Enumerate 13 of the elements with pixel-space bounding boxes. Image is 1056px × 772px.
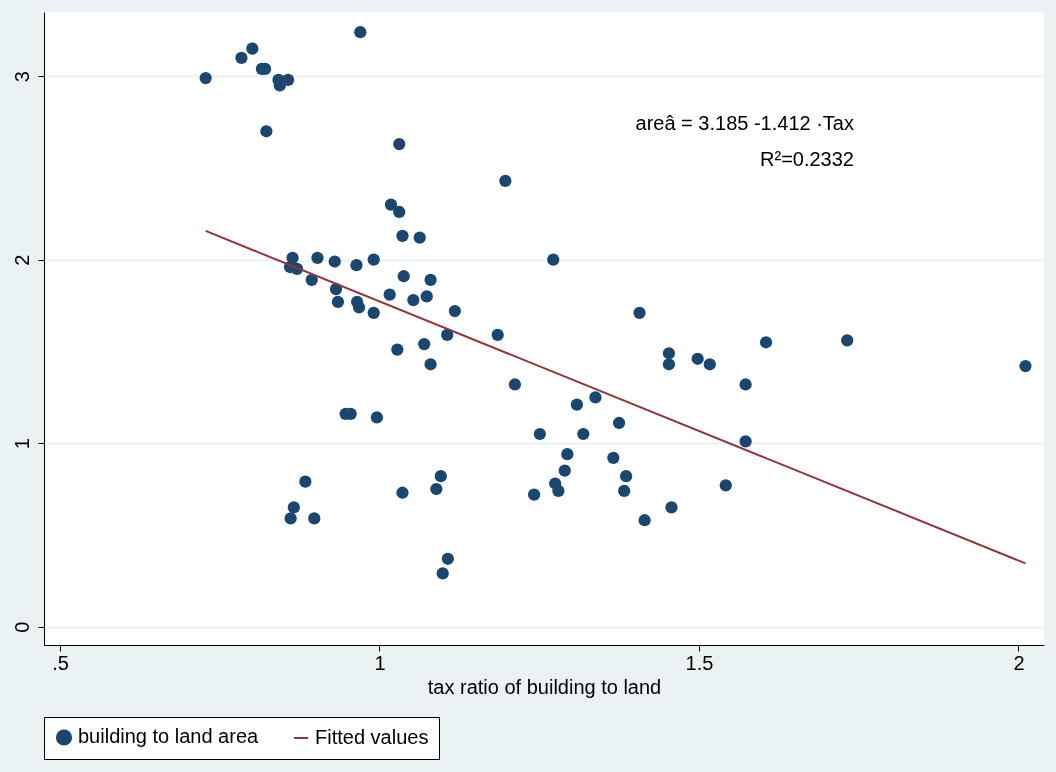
annotation: R²=0.2332 [760, 148, 854, 170]
y-tick-label: 1 [10, 438, 33, 450]
x-tick-label: .5 [52, 651, 69, 674]
annotation: areâ = 3.185 -1.412 ·Tax [635, 112, 854, 134]
y-tick-label: 2 [10, 254, 33, 266]
x-tick-label: 1.5 [685, 651, 714, 674]
legend-label: Fitted values [315, 726, 429, 748]
x-axis-title: tax ratio of building to land [427, 675, 662, 698]
y-tick-label: 3 [10, 71, 33, 83]
x-tick-label: 2 [1013, 651, 1025, 674]
legend-label: building to land area [78, 725, 260, 748]
y-tick-label: 0 [10, 621, 33, 633]
x-tick-label: 1 [374, 651, 386, 674]
